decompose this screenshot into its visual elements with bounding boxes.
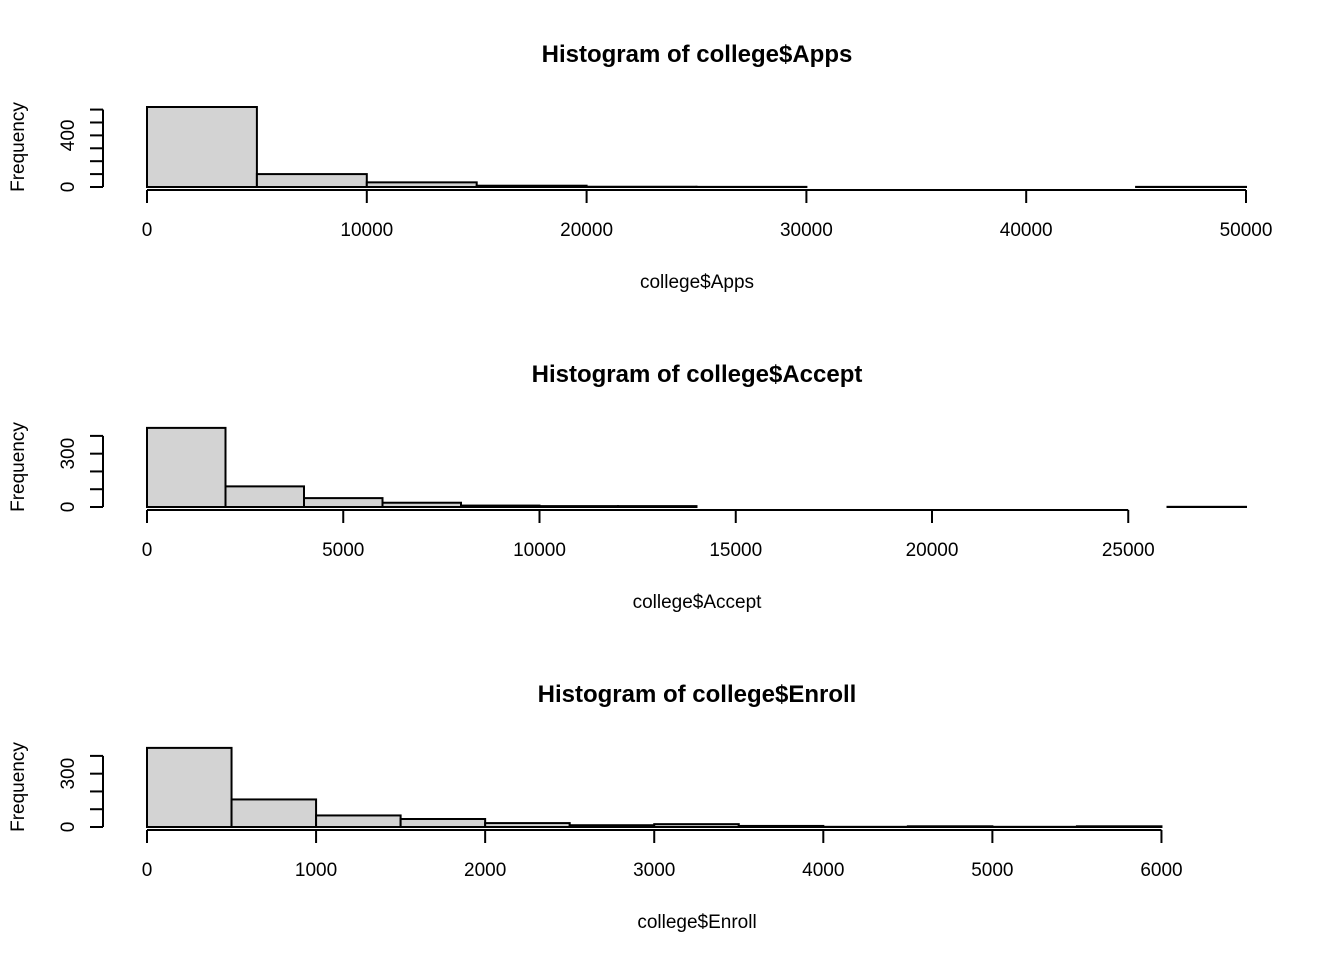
histogram-bar (475, 184, 588, 188)
panel-enroll: Histogram of college$Enroll college$Enro… (8, 681, 1183, 933)
x-tick-label: 30000 (780, 220, 833, 241)
chart-title: Histogram of college$Apps (542, 41, 853, 68)
histogram-bar (315, 814, 402, 829)
y-tick-label: 400 (58, 120, 79, 152)
x-axis: 0 5000 10000 15000 20000 25000 (142, 509, 1155, 561)
x-axis-label: college$Accept (633, 592, 763, 613)
histogram-bar (460, 504, 541, 509)
bars-group (146, 746, 1163, 829)
x-tick-label: 5000 (971, 860, 1013, 881)
histogram-bar (399, 818, 487, 828)
x-axis: 0 1000 2000 3000 4000 5000 6000 (142, 829, 1183, 881)
chart-title: Histogram of college$Accept (532, 361, 863, 388)
panel-apps: Histogram of college$Apps college$Apps F… (8, 41, 1272, 293)
histogram-bar (906, 825, 994, 828)
x-tick-label: 10000 (340, 220, 393, 241)
histogram-bar (146, 746, 233, 829)
y-axis: 0 300 (58, 754, 104, 833)
histogram-bar (568, 824, 656, 829)
histogram-bar (737, 824, 825, 829)
histogram-bar (538, 505, 619, 509)
x-axis-label: college$Enroll (637, 912, 756, 933)
y-tick-label: 300 (58, 438, 79, 470)
y-tick-label: 0 (58, 822, 79, 833)
x-tick-label: 6000 (1140, 860, 1182, 881)
x-tick-label: 20000 (560, 220, 613, 241)
y-axis: 0 400 (58, 108, 104, 193)
histogram-bar (381, 501, 462, 509)
x-tick-label: 0 (142, 540, 153, 561)
x-tick-label: 0 (142, 860, 153, 881)
x-tick-label: 5000 (322, 540, 364, 561)
y-axis-label: Frequency (8, 742, 29, 832)
histogram-bar (146, 426, 227, 508)
histogram-bar (224, 485, 305, 508)
x-tick-label: 25000 (1102, 540, 1155, 561)
y-axis-label: Frequency (8, 422, 29, 512)
x-tick-label: 40000 (1000, 220, 1053, 241)
histogram-bar (617, 505, 698, 509)
x-axis: 0 10000 20000 30000 40000 50000 (142, 189, 1273, 241)
y-axis: 0 300 (58, 434, 104, 513)
histogram-bar (1075, 825, 1163, 828)
x-tick-label: 1000 (295, 860, 337, 881)
x-tick-label: 2000 (464, 860, 506, 881)
x-tick-label: 4000 (802, 860, 844, 881)
chart-title: Histogram of college$Enroll (538, 681, 857, 708)
histogram-bar (146, 106, 258, 188)
bars-group (146, 426, 1247, 509)
histogram-bar (255, 173, 368, 188)
y-tick-label: 0 (58, 502, 79, 513)
histogram-bar (653, 823, 740, 829)
x-tick-label: 15000 (709, 540, 762, 561)
bars-group (146, 106, 1247, 189)
histogram-bar (230, 798, 318, 829)
x-tick-label: 0 (142, 220, 153, 241)
x-tick-label: 3000 (633, 860, 675, 881)
x-tick-label: 20000 (906, 540, 959, 561)
histogram-bar (365, 181, 478, 189)
panel-accept: Histogram of college$Accept college$Acce… (8, 361, 1247, 613)
histogram-bar (484, 822, 571, 828)
y-tick-label: 0 (58, 182, 79, 193)
x-tick-label: 50000 (1220, 220, 1273, 241)
y-tick-label: 300 (58, 758, 79, 790)
y-axis-label: Frequency (8, 102, 29, 192)
x-axis-label: college$Apps (640, 272, 754, 293)
x-tick-label: 10000 (513, 540, 566, 561)
histogram-bar (303, 497, 384, 509)
